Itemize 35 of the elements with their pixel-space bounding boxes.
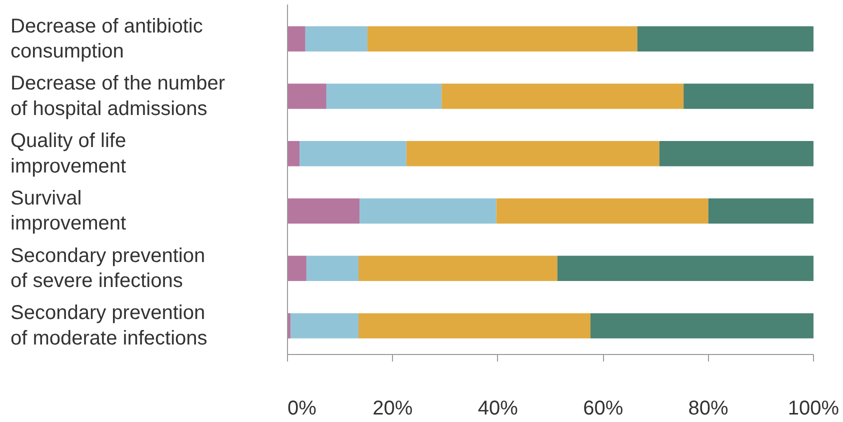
bar	[306, 256, 359, 282]
bar	[590, 313, 814, 338]
y-tick-label: Decrease of antibiotic consumption	[10, 15, 203, 63]
x-tick-label: 100%	[788, 398, 840, 420]
bar	[305, 26, 368, 52]
y-tick-label: Secondary prevention of severe infections	[10, 244, 206, 292]
y-tick-label: Quality of life improvement	[10, 130, 127, 178]
bar	[358, 313, 590, 338]
x-tick-label: 80%	[688, 398, 729, 420]
bar	[326, 84, 442, 109]
bar	[360, 198, 496, 224]
x-tick-label: 0%	[288, 398, 317, 420]
bar	[367, 26, 638, 52]
bar	[290, 313, 359, 338]
bar	[288, 141, 300, 166]
bar	[708, 198, 814, 224]
x-tick-label: 20%	[372, 398, 413, 420]
bar	[288, 84, 326, 109]
bar	[288, 26, 306, 52]
y-tick-label: Decrease of the number of hospital admissions	[10, 72, 226, 120]
bar	[358, 256, 558, 282]
y-tick-label: Secondary prevention of moderate infections	[10, 302, 208, 350]
x-tick-label: 40%	[478, 398, 518, 420]
bar	[557, 256, 814, 282]
bar	[496, 198, 708, 224]
bar	[684, 84, 814, 109]
y-tick-label: Survival improvement	[10, 187, 127, 235]
bar	[288, 198, 360, 224]
bar	[659, 141, 814, 166]
bar	[300, 141, 406, 166]
bar	[637, 26, 814, 52]
bar	[288, 256, 306, 282]
bar	[406, 141, 660, 166]
x-tick-label: 60%	[583, 398, 624, 420]
bar	[442, 84, 684, 109]
